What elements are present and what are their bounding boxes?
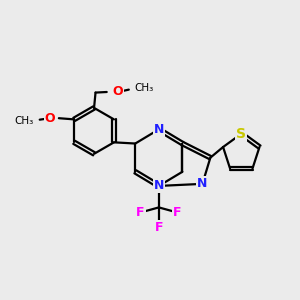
Text: N: N (154, 123, 164, 136)
Text: N: N (197, 177, 208, 190)
Text: O: O (45, 112, 55, 125)
Text: S: S (236, 127, 246, 141)
Text: CH₃: CH₃ (135, 83, 154, 94)
Text: N: N (154, 179, 164, 192)
Text: O: O (112, 85, 123, 98)
Text: F: F (154, 220, 163, 234)
Text: F: F (173, 206, 181, 219)
Text: F: F (136, 206, 145, 219)
Text: CH₃: CH₃ (15, 116, 34, 126)
